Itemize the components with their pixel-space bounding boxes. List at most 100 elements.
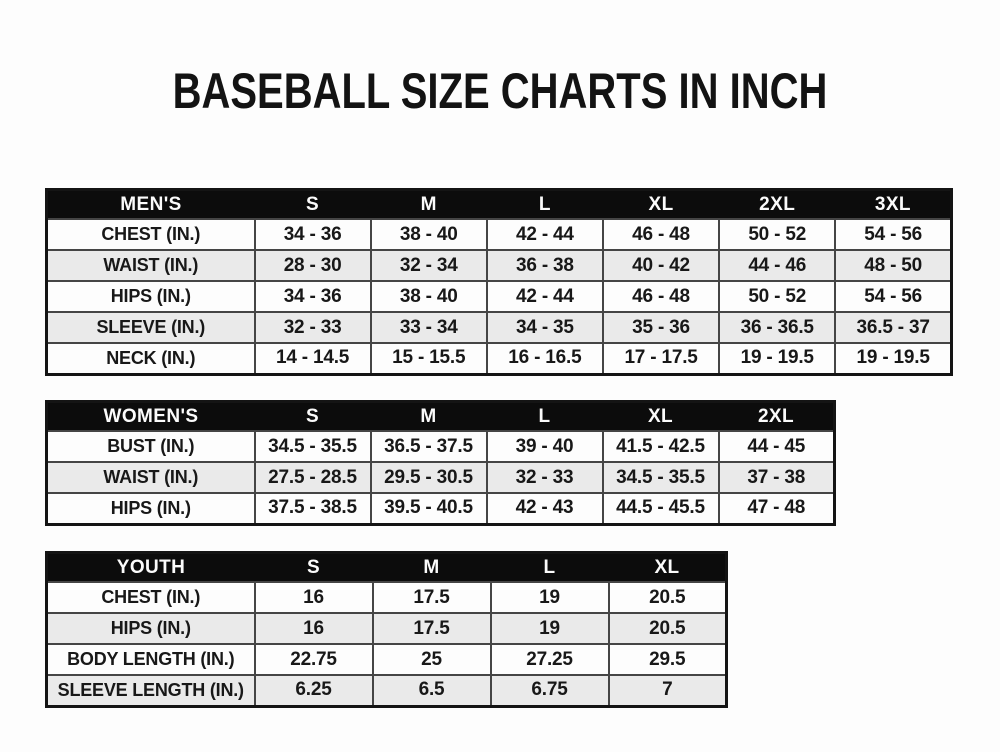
- measurement-label: BODY LENGTH (IN.): [45, 643, 256, 676]
- youth-size-table: YOUTH S M L XL CHEST (IN.) 16 17.5 19 20.5 HIPS (I…: [45, 551, 728, 708]
- size-value: 16 - 16.5: [485, 342, 604, 375]
- size-value: 34.5 - 35.5: [601, 461, 720, 494]
- size-column-header: 2XL: [718, 401, 835, 432]
- size-value: 20.5: [607, 581, 728, 614]
- size-value: 39.5 - 40.5: [369, 492, 488, 525]
- size-value: 7: [607, 674, 728, 707]
- measurement-label: SLEEVE LENGTH (IN.): [45, 674, 256, 707]
- size-column-header: S: [254, 401, 371, 432]
- size-value: 42 - 44: [485, 218, 604, 251]
- table-row: WAIST (IN.) 27.5 - 28.5 29.5 - 30.5 32 - 33…: [45, 461, 836, 494]
- size-value: 19: [489, 581, 610, 614]
- size-value: 29.5: [607, 643, 728, 676]
- table-row: SLEEVE LENGTH (IN.) 6.25 6.5 6.75 7: [45, 674, 728, 707]
- table-row: HIPS (IN.) 37.5 - 38.5 39.5 - 40.5 42 - 43 4…: [45, 492, 836, 525]
- size-value: 27.5 - 28.5: [253, 461, 372, 494]
- size-value: 27.25: [489, 643, 610, 676]
- size-value: 47 - 48: [717, 492, 836, 525]
- size-value: 32 - 33: [253, 311, 372, 344]
- size-value: 44.5 - 45.5: [601, 492, 720, 525]
- size-column-header: XL: [602, 401, 719, 432]
- size-value: 36.5 - 37: [834, 311, 953, 344]
- measurement-label: WAIST (IN.): [45, 249, 256, 282]
- size-column-header: M: [370, 401, 487, 432]
- size-value: 48 - 50: [834, 249, 953, 282]
- size-value: 38 - 40: [369, 218, 488, 251]
- size-value: 17.5: [371, 581, 492, 614]
- size-value: 54 - 56: [834, 218, 953, 251]
- size-column-header: 2XL: [718, 189, 836, 220]
- size-value: 29.5 - 30.5: [369, 461, 488, 494]
- size-value: 6.5: [371, 674, 492, 707]
- measurement-label: NECK (IN.): [45, 342, 256, 375]
- size-value: 50 - 52: [718, 218, 837, 251]
- size-column-header: S: [253, 189, 372, 220]
- size-value: 38 - 40: [369, 280, 488, 313]
- size-value: 42 - 43: [485, 492, 604, 525]
- size-value: 19 - 19.5: [718, 342, 837, 375]
- table-row: BODY LENGTH (IN.) 22.75 25 27.25 29.5: [45, 643, 728, 676]
- size-value: 41.5 - 42.5: [601, 430, 720, 463]
- size-table: YOUTH S M L XL CHEST (IN.) 16 17.5 19 20.5 HIPS (I…: [45, 551, 728, 708]
- size-value: 34 - 36: [253, 218, 372, 251]
- size-value: 37 - 38: [717, 461, 836, 494]
- size-value: 34 - 35: [485, 311, 604, 344]
- measurement-label: HIPS (IN.): [45, 280, 256, 313]
- table-row: NECK (IN.) 14 - 14.5 15 - 15.5 16 - 16.5 17 …: [45, 342, 953, 375]
- size-value: 54 - 56: [834, 280, 953, 313]
- table-row: HIPS (IN.) 34 - 36 38 - 40 42 - 44 46 - 48 50…: [45, 280, 953, 313]
- table-title-cell: WOMEN'S: [46, 401, 255, 432]
- size-value: 35 - 36: [601, 311, 721, 344]
- measurement-label: BUST (IN.): [45, 430, 256, 463]
- size-column-header: S: [254, 552, 373, 583]
- table-row: BUST (IN.) 34.5 - 35.5 36.5 - 37.5 39 - 40 4…: [45, 430, 836, 463]
- size-value: 40 - 42: [601, 249, 721, 282]
- table-title-cell: YOUTH: [46, 552, 255, 583]
- size-value: 19: [489, 612, 610, 645]
- page-title: BASEBALL SIZE CHARTS IN INCH: [172, 63, 828, 119]
- size-value: 44 - 46: [718, 249, 837, 282]
- header-row: WOMEN'S S M L XL 2XL: [46, 401, 835, 432]
- measurement-label: WAIST (IN.): [45, 461, 256, 494]
- size-column-header: XL: [602, 189, 720, 220]
- size-column-header: XL: [608, 552, 727, 583]
- size-table: WOMEN'S S M L XL 2XL BUST (IN.) 34.5 - 35.5 36.5…: [45, 400, 836, 526]
- size-value: 39 - 40: [485, 430, 604, 463]
- size-value: 25: [371, 643, 492, 676]
- size-value: 22.75: [253, 643, 374, 676]
- size-value: 44 - 45: [717, 430, 836, 463]
- size-column-header: L: [486, 189, 604, 220]
- size-value: 6.25: [253, 674, 374, 707]
- size-value: 42 - 44: [485, 280, 604, 313]
- size-column-header: M: [370, 189, 488, 220]
- size-value: 32 - 34: [369, 249, 488, 282]
- size-value: 36 - 38: [485, 249, 604, 282]
- table-row: SLEEVE (IN.) 32 - 33 33 - 34 34 - 35 35 - 36…: [45, 311, 953, 344]
- measurement-label: HIPS (IN.): [45, 492, 256, 525]
- size-value: 46 - 48: [601, 218, 721, 251]
- size-value: 36 - 36.5: [718, 311, 837, 344]
- size-value: 28 - 30: [253, 249, 372, 282]
- size-value: 36.5 - 37.5: [369, 430, 488, 463]
- size-value: 37.5 - 38.5: [253, 492, 372, 525]
- header-row: YOUTH S M L XL: [46, 552, 727, 583]
- size-value: 33 - 34: [369, 311, 488, 344]
- size-table: MEN'S S M L XL 2XL 3XL CHEST (IN.) 34 - 36 38 - 4…: [45, 188, 953, 376]
- size-column-header: L: [486, 401, 603, 432]
- measurement-label: CHEST (IN.): [45, 581, 256, 614]
- size-value: 32 - 33: [485, 461, 604, 494]
- table-title-cell: MEN'S: [46, 189, 255, 220]
- size-value: 16: [253, 612, 374, 645]
- womens-size-table: WOMEN'S S M L XL 2XL BUST (IN.) 34.5 - 35.5 36.5…: [45, 400, 836, 526]
- size-value: 46 - 48: [601, 280, 721, 313]
- measurement-label: HIPS (IN.): [45, 612, 256, 645]
- size-column-header: 3XL: [834, 189, 953, 220]
- mens-size-table: MEN'S S M L XL 2XL 3XL CHEST (IN.) 34 - 36 38 - 4…: [45, 188, 953, 376]
- size-value: 15 - 15.5: [369, 342, 488, 375]
- measurement-label: CHEST (IN.): [45, 218, 256, 251]
- table-row: CHEST (IN.) 16 17.5 19 20.5: [45, 581, 728, 614]
- size-value: 17.5: [371, 612, 492, 645]
- table-row: HIPS (IN.) 16 17.5 19 20.5: [45, 612, 728, 645]
- table-row: CHEST (IN.) 34 - 36 38 - 40 42 - 44 46 - 48 5…: [45, 218, 953, 251]
- size-value: 34 - 36: [253, 280, 372, 313]
